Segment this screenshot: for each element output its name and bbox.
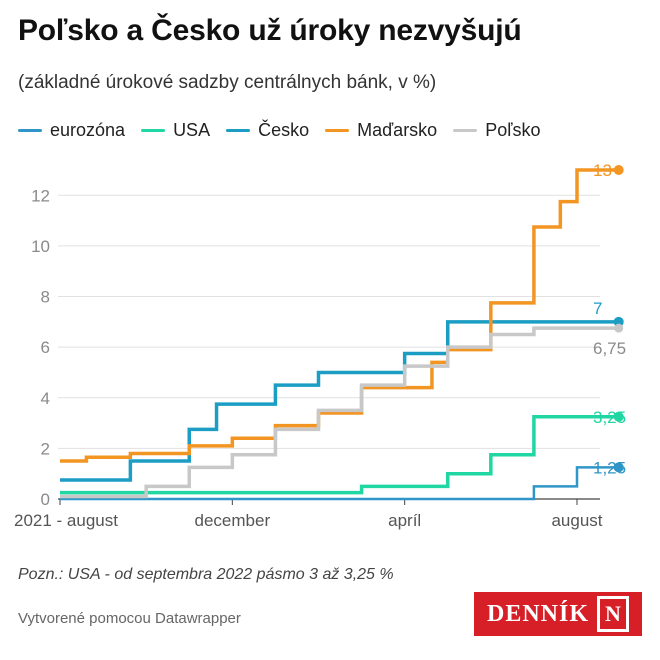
chart-note: Pozn.: USA - od septembra 2022 pásmo 3 a… — [18, 566, 394, 583]
series-line-USA — [60, 415, 619, 495]
series-end-dot — [613, 165, 624, 175]
series-end-label: 3,25 — [593, 408, 626, 427]
legend-swatch — [453, 129, 478, 132]
legend-item: Česko — [226, 120, 309, 141]
chart-subtitle: (základné úrokové sadzby centrálnych bán… — [18, 72, 437, 93]
series-end-dot — [613, 462, 624, 473]
series-end-label: 1,25 — [593, 458, 626, 477]
legend-label: Maďarsko — [357, 120, 438, 140]
series-line-Česko — [60, 320, 619, 482]
chart-canvas: 0 2 4 6 8 10 12 2021 - august december apríl augus… — [14, 161, 626, 530]
legend-swatch — [141, 129, 166, 132]
legend-swatch — [325, 129, 350, 132]
chart-title: Poľsko a Česko už úroky nezvyšujú — [18, 14, 522, 47]
legend-item: USA — [141, 120, 210, 141]
y-tick-label: 6 — [41, 338, 50, 357]
y-tick-label: 2 — [41, 439, 50, 458]
legend-item: eurozóna — [18, 120, 125, 141]
series-end-label: 13 — [593, 161, 612, 180]
x-tick-label: 2021 - august — [14, 511, 118, 530]
y-tick-label: 4 — [41, 389, 50, 408]
legend-item: Poľsko — [453, 120, 540, 141]
legend-item: Maďarsko — [325, 120, 437, 141]
x-tick-label: apríl — [388, 511, 421, 530]
y-tick-label: 0 — [41, 490, 50, 509]
legend: eurozóna USA Česko Maďarsko Poľsko — [18, 120, 556, 141]
legend-label: Česko — [258, 120, 310, 140]
credit-line: Vytvorené pomocou Datawrapper — [18, 610, 241, 627]
series-end-dot — [614, 323, 624, 333]
x-tick-label: august — [551, 511, 602, 530]
dennik-n-logo[interactable]: DENNÍK N — [474, 592, 642, 636]
logo-n-mark: N — [597, 596, 629, 632]
y-tick-label: 10 — [31, 237, 50, 256]
series-line-Poľsko — [60, 326, 619, 499]
legend-label: Poľsko — [485, 120, 541, 140]
y-tick-label: 8 — [41, 288, 50, 307]
legend-label: USA — [173, 120, 211, 140]
series-end-label: 7 — [593, 299, 602, 318]
series-end-label: 6,75 — [593, 339, 626, 358]
series-end-dot — [613, 316, 624, 327]
legend-swatch — [226, 129, 251, 132]
series-line-eurozóna — [60, 466, 619, 501]
logo-text: DENNÍK — [486, 600, 589, 627]
legend-label: eurozóna — [50, 120, 126, 140]
y-tick-label: 12 — [31, 186, 50, 205]
series-end-dot — [613, 411, 624, 422]
legend-swatch — [18, 129, 42, 132]
x-tick-label: december — [195, 511, 271, 530]
